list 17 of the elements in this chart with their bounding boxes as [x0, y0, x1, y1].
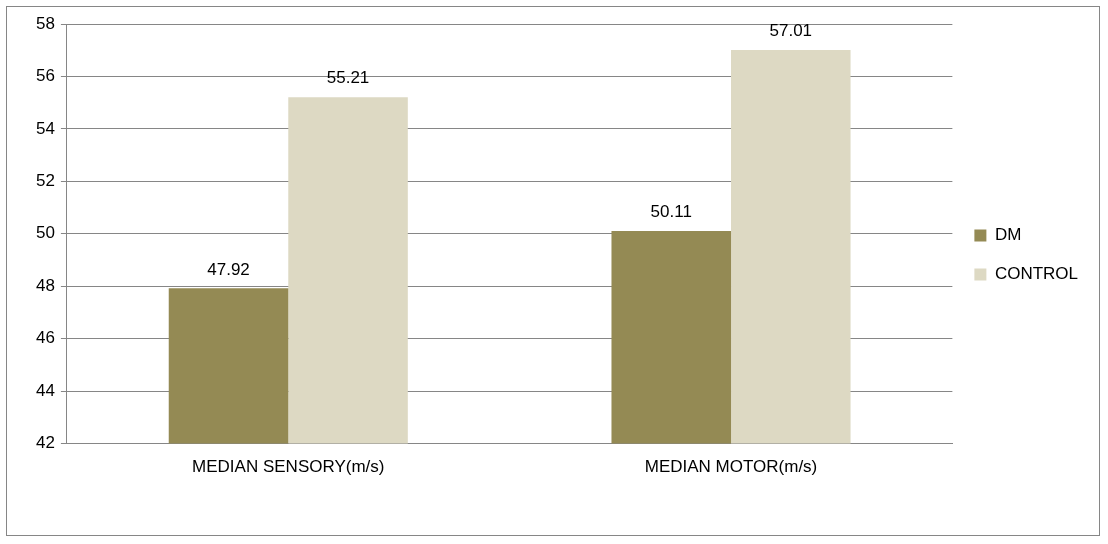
- y-tick-label: 50: [35, 223, 55, 243]
- data-label: 57.01: [769, 21, 813, 41]
- legend-label: CONTROL: [994, 264, 1079, 284]
- y-tick-label: 44: [35, 380, 55, 400]
- y-tick-label: 54: [35, 118, 55, 138]
- data-label: 47.92: [207, 259, 250, 279]
- y-tick-label: 48: [35, 275, 55, 295]
- y-tick-label: 58: [35, 13, 55, 33]
- legend-label: DM: [994, 225, 1022, 245]
- y-tick-label: 46: [35, 328, 55, 348]
- data-label: 50.11: [650, 202, 692, 222]
- y-tick-label: 56: [35, 66, 55, 86]
- x-tick-label: MEDIAN MOTOR(m/s): [644, 457, 818, 477]
- data-label: 55.21: [326, 68, 370, 88]
- y-tick-label: 52: [35, 171, 55, 191]
- y-tick-label: 42: [35, 433, 55, 453]
- x-tick-label: MEDIAN SENSORY(m/s): [192, 457, 385, 477]
